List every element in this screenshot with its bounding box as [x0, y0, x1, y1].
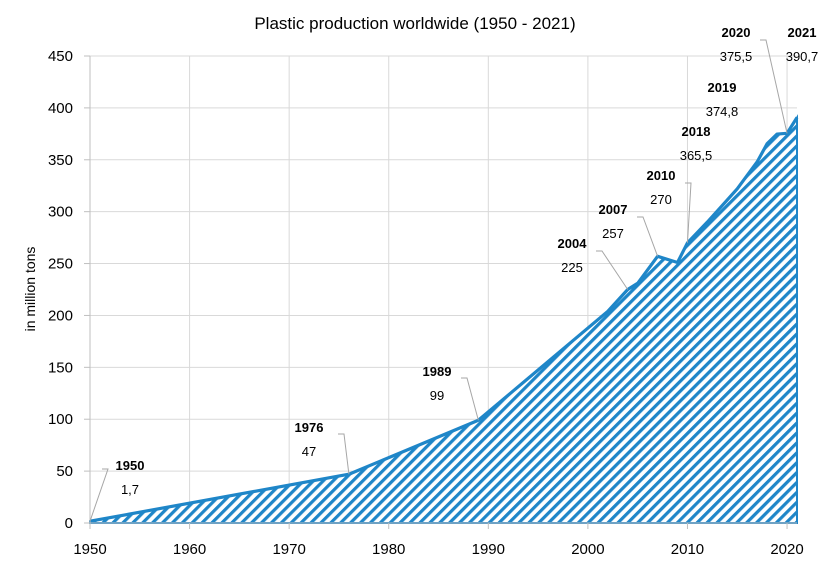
axes [84, 55, 797, 529]
annotation-year: 2019 [708, 80, 737, 95]
area-fill [89, 114, 798, 524]
annotation-leader-line [89, 468, 109, 522]
annotation-year: 2018 [682, 124, 711, 139]
series-line [89, 116, 799, 523]
annotation-leader-line [461, 377, 479, 421]
y-axis-label: in million tons [22, 247, 38, 332]
annotation-value: 225 [561, 260, 583, 275]
x-tick-label: 1950 [73, 541, 106, 558]
annotation-value: 99 [430, 388, 444, 403]
x-tick-label: 1980 [372, 541, 405, 558]
x-tick-label: 2010 [671, 541, 704, 558]
annotation-year: 1989 [423, 364, 452, 379]
y-tick-label: 200 [48, 307, 73, 324]
x-tick-label: 2000 [571, 541, 604, 558]
annotation-leader-line [338, 433, 350, 475]
y-tick-label: 300 [48, 204, 73, 221]
y-tick-label: 250 [48, 256, 73, 273]
annotation-value: 374,8 [706, 104, 739, 119]
annotation-leader-line [685, 182, 692, 243]
annotation-leader-line [760, 39, 788, 134]
data-area [89, 114, 799, 524]
annotation-year: 2004 [558, 236, 588, 251]
y-tick-label: 100 [48, 411, 73, 428]
chart-title: Plastic production worldwide (1950 - 202… [254, 14, 575, 33]
tick-labels: 0 50 100 150 200 250 300 350 400 450 1950 1960 1970 1… [48, 48, 804, 558]
annotation-value: 365,5 [680, 148, 713, 163]
annotation-value: 375,5 [720, 49, 753, 64]
annotations: 1950 1,7 1976 47 1989 99 2004 225 2007 257 2010 270… [89, 25, 819, 522]
x-tick-label: 1960 [173, 541, 206, 558]
annotation-year: 1976 [295, 420, 324, 435]
annotation-leader-line [596, 250, 629, 290]
annotation-value: 47 [302, 444, 316, 459]
annotation-leader-line [637, 216, 659, 257]
x-tick-label: 2020 [770, 541, 803, 558]
x-tick-label: 1990 [472, 541, 505, 558]
y-tick-label: 400 [48, 100, 73, 117]
y-tick-label: 150 [48, 359, 73, 376]
y-tick-label: 350 [48, 152, 73, 169]
annotation-value: 257 [602, 226, 624, 241]
annotation-value: 1,7 [121, 482, 139, 497]
annotation-year: 2021 [788, 25, 817, 40]
y-tick-label: 0 [65, 515, 73, 532]
annotation-value: 270 [650, 192, 672, 207]
y-tick-label: 450 [48, 48, 73, 65]
annotation-value: 390,7 [786, 49, 819, 64]
x-tick-label: 1970 [272, 541, 305, 558]
annotation-year: 2007 [599, 202, 628, 217]
annotation-year: 2020 [722, 25, 751, 40]
annotation-year: 2010 [647, 168, 676, 183]
annotation-year: 1950 [116, 458, 145, 473]
y-tick-label: 50 [56, 463, 73, 480]
